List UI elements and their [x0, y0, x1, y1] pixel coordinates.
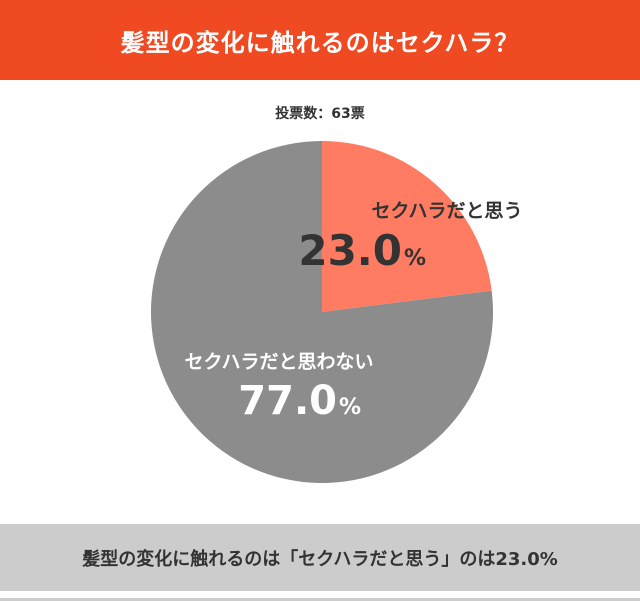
- chart-title: 髪型の変化に触れるのはセクハラ？: [120, 28, 520, 57]
- pie-slice-not-sekuhara: [151, 141, 493, 484]
- vote-count: 投票数：63票: [275, 106, 365, 122]
- slice-unit-yes: %: [404, 246, 426, 271]
- chart-title-banner: 髪型の変化に触れるのはセクハラ？: [0, 0, 640, 80]
- slice-value-no: 77.0: [238, 378, 337, 424]
- pie-slice-sekuhara: [322, 141, 492, 312]
- slice-value-yes: 23.0: [298, 226, 402, 275]
- summary-banner: 髪型の変化に触れるのは「セクハラだと思う」のは23.0%: [0, 524, 640, 591]
- slice-label-yes: セクハラだと思う: [371, 200, 522, 222]
- slice-unit-no: %: [339, 395, 361, 420]
- summary-text: 髪型の変化に触れるのは「セクハラだと思う」のは23.0%: [82, 548, 558, 570]
- slice-label-no: セクハラだと思わない: [184, 351, 373, 373]
- bottom-divider: [0, 598, 640, 601]
